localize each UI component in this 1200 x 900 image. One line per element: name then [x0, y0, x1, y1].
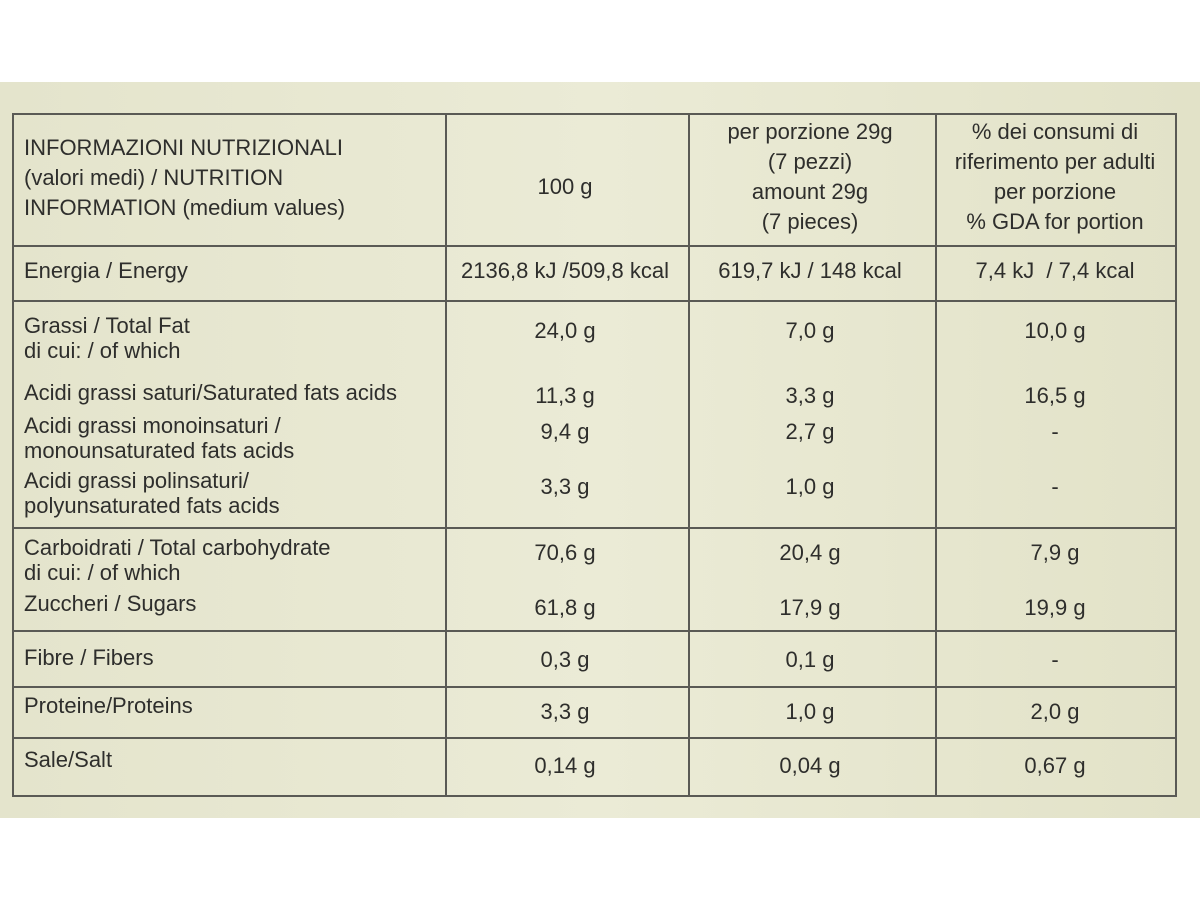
- header-text: per porzione: [993, 179, 1117, 204]
- label-background: [0, 82, 1200, 818]
- row-value: 20,4 g: [779, 540, 841, 565]
- row-value: 70,6 g: [534, 540, 596, 565]
- row-label: Proteine/Proteins: [24, 693, 193, 718]
- row-value: 16,5 g: [1024, 383, 1086, 408]
- row-value: 3,3 g: [785, 383, 835, 408]
- row-value: 0,67 g: [1024, 753, 1086, 778]
- column-rule: [688, 113, 690, 795]
- row-value: 1,0 g: [785, 699, 835, 724]
- header-text: INFORMAZIONI NUTRIZIONALI: [24, 135, 343, 160]
- header-text: per porzione 29g: [727, 119, 893, 144]
- row-value: 17,9 g: [779, 595, 841, 620]
- row-label: di cui: / of which: [24, 338, 181, 363]
- row-label: monounsaturated fats acids: [24, 438, 295, 463]
- row-label: Acidi grassi polinsaturi/: [24, 468, 249, 493]
- row-label: di cui: / of which: [24, 560, 181, 585]
- row-label: Sale/Salt: [24, 747, 113, 772]
- row-rule: [12, 527, 1177, 529]
- row-label: Acidi grassi monoinsaturi /: [24, 413, 281, 438]
- row-value: 7,0 g: [785, 318, 835, 343]
- row-rule: [12, 630, 1177, 632]
- row-value: 19,9 g: [1024, 595, 1086, 620]
- row-rule: [12, 737, 1177, 739]
- row-value: 0,04 g: [779, 753, 841, 778]
- row-value: 7,4 kJ / 7,4 kcal: [975, 258, 1135, 283]
- header-text: % dei consumi di: [971, 119, 1139, 144]
- row-value: 2,7 g: [785, 419, 835, 444]
- row-value: 0,1 g: [785, 647, 835, 672]
- row-value: 0,14 g: [534, 753, 596, 778]
- header-text: % GDA for portion: [966, 209, 1144, 234]
- row-label: Grassi / Total Fat: [24, 313, 190, 338]
- row-value: 2,0 g: [1030, 699, 1080, 724]
- column-rule: [935, 113, 937, 795]
- row-rule: [12, 300, 1177, 302]
- row-label: Energia / Energy: [24, 258, 188, 283]
- row-label: Acidi grassi saturi/Saturated fats acids: [24, 380, 397, 405]
- row-rule: [12, 686, 1177, 688]
- header-text: 100 g: [537, 174, 593, 199]
- header-text: amount 29g: [751, 179, 869, 204]
- row-value: 24,0 g: [534, 318, 596, 343]
- row-value: 3,3 g: [540, 699, 590, 724]
- header-text: (valori medi) / NUTRITION: [24, 165, 284, 190]
- row-value: 2136,8 kJ /509,8 kcal: [461, 258, 669, 283]
- row-label: Zuccheri / Sugars: [24, 591, 197, 616]
- row-value: 10,0 g: [1024, 318, 1086, 343]
- column-rule: [445, 113, 447, 795]
- row-value: -: [1051, 474, 1059, 499]
- row-value: -: [1051, 419, 1059, 444]
- row-rule: [12, 245, 1177, 247]
- row-label: polyunsaturated fats acids: [24, 493, 280, 518]
- row-label: Fibre / Fibers: [24, 645, 154, 670]
- header-text: riferimento per adulti: [954, 149, 1156, 174]
- row-label: Carboidrati / Total carbohydrate: [24, 535, 331, 560]
- row-value: 1,0 g: [785, 474, 835, 499]
- column-rule: [1175, 113, 1177, 795]
- row-rule: [12, 113, 1177, 115]
- row-value: 3,3 g: [540, 474, 590, 499]
- row-value: 0,3 g: [540, 647, 590, 672]
- row-rule: [12, 795, 1177, 797]
- header-text: (7 pezzi): [767, 149, 853, 174]
- header-text: INFORMATION (medium values): [24, 195, 346, 220]
- row-value: -: [1051, 647, 1059, 672]
- column-rule: [12, 113, 14, 795]
- row-value: 7,9 g: [1030, 540, 1080, 565]
- header-text: (7 pieces): [761, 209, 859, 234]
- row-value: 619,7 kJ / 148 kcal: [718, 258, 902, 283]
- row-value: 11,3 g: [535, 383, 595, 408]
- row-value: 9,4 g: [540, 419, 590, 444]
- row-value: 61,8 g: [534, 595, 596, 620]
